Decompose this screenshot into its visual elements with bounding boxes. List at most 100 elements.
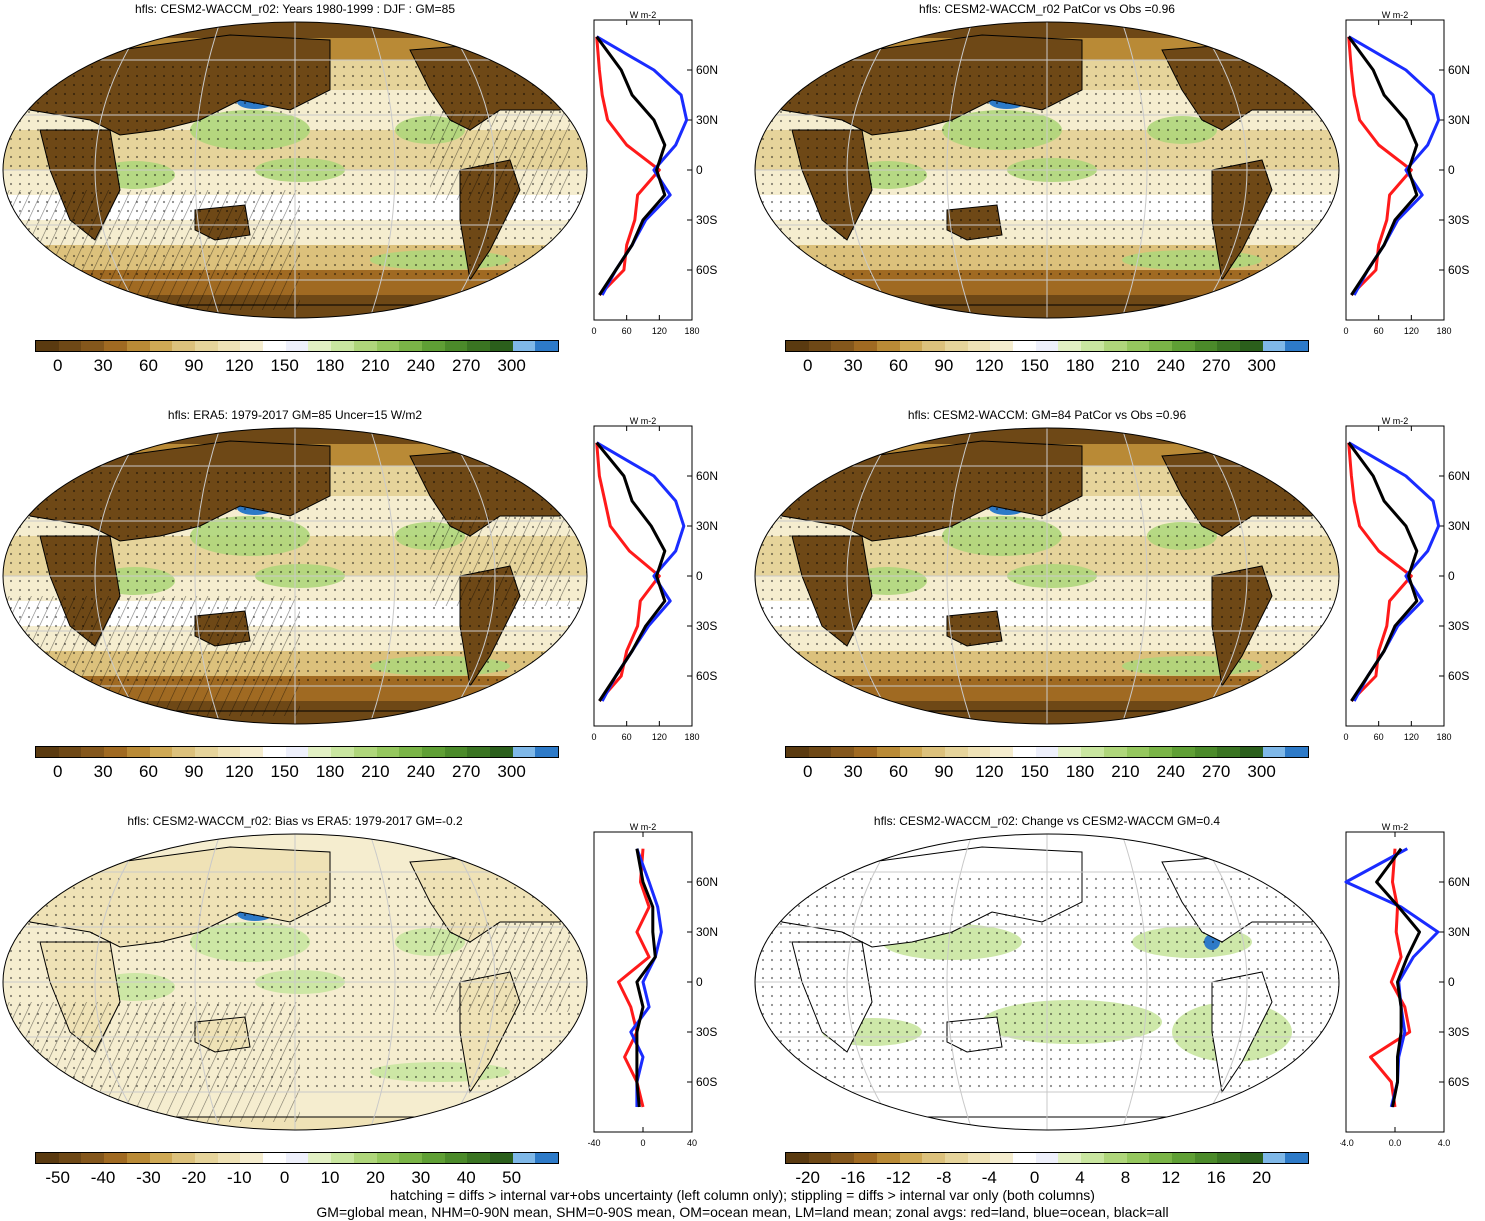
colorbar-swatch bbox=[467, 341, 491, 351]
panel-title: hfls: CESM2-WACCM_r02: Years 1980-1999 :… bbox=[134, 2, 455, 16]
colorbar-swatch bbox=[512, 747, 536, 757]
colorbar-label: 270 bbox=[452, 356, 481, 375]
colorbar-swatch bbox=[444, 1153, 468, 1163]
colorbar-label: -20 bbox=[795, 1168, 820, 1187]
colorbar-swatch bbox=[104, 1153, 127, 1163]
series-line-all bbox=[595, 441, 667, 702]
colorbar-swatch bbox=[104, 341, 127, 351]
y-tick-label: 30N bbox=[1448, 519, 1470, 533]
panel-title: hfls: CESM2-WACCM: GM=84 PatCor vs Obs =… bbox=[907, 408, 1187, 422]
colorbar-swatch bbox=[263, 1153, 286, 1163]
colorbar-swatch bbox=[535, 1153, 559, 1163]
series-line-all bbox=[1347, 441, 1419, 702]
colorbar-swatch bbox=[922, 1153, 945, 1163]
zonal-unit-label: W m-2 bbox=[1382, 416, 1409, 426]
colorbar-swatch bbox=[1103, 341, 1127, 351]
y-tick-label: 60S bbox=[1448, 669, 1469, 683]
colorbar-label: 150 bbox=[270, 762, 299, 781]
colorbar-swatch bbox=[308, 341, 332, 351]
hatching bbox=[430, 110, 570, 200]
colorbar-swatch bbox=[1013, 1153, 1036, 1163]
colorbar-swatch bbox=[876, 1153, 900, 1163]
colorbar-swatch bbox=[990, 1153, 1014, 1163]
colorbar-label: 30 bbox=[93, 762, 113, 781]
colorbar-label: 30 bbox=[93, 356, 113, 375]
colorbar-swatch bbox=[217, 747, 241, 757]
x-tick-label: 40 bbox=[687, 1138, 697, 1148]
colorbar-swatch bbox=[786, 1153, 809, 1163]
colorbar-swatch bbox=[421, 341, 445, 351]
colorbar-label: 0 bbox=[52, 762, 63, 781]
colorbar-swatch bbox=[217, 341, 241, 351]
x-tick-label: 120 bbox=[1404, 732, 1419, 742]
y-tick-label: 60N bbox=[1448, 469, 1470, 483]
colorbar-label: 150 bbox=[1020, 762, 1049, 781]
colorbar-swatch bbox=[1013, 747, 1036, 757]
colorbar-swatch bbox=[1194, 1153, 1218, 1163]
x-tick-label: -4.0 bbox=[1340, 1138, 1354, 1148]
colorbar-label: 10 bbox=[320, 1168, 340, 1187]
x-tick-label: 180 bbox=[684, 326, 699, 336]
y-tick-label: 30S bbox=[696, 1025, 717, 1039]
colorbar-swatch bbox=[376, 1153, 400, 1163]
map-border bbox=[754, 833, 1340, 1131]
colorbar-swatch bbox=[786, 747, 809, 757]
colorbar-label: 210 bbox=[1111, 356, 1140, 375]
series-line-all bbox=[1347, 35, 1419, 296]
colorbar-swatch bbox=[1171, 747, 1195, 757]
map-border bbox=[2, 427, 588, 725]
colorbar-label: 300 bbox=[1247, 762, 1276, 781]
colorbar-swatch bbox=[1194, 341, 1218, 351]
y-tick-label: 60N bbox=[1448, 875, 1470, 889]
colorbar-swatch bbox=[126, 341, 150, 351]
colorbar-label: 120 bbox=[225, 762, 254, 781]
colorbar bbox=[35, 746, 559, 758]
hatching bbox=[430, 516, 570, 606]
series-line-ocean bbox=[1347, 441, 1441, 702]
colorbar-swatch bbox=[1035, 1153, 1059, 1163]
colorbar-swatch bbox=[1126, 747, 1150, 757]
colorbar-swatch bbox=[194, 1153, 218, 1163]
colorbar-label: 180 bbox=[1065, 762, 1095, 781]
colorbar-swatch bbox=[58, 1153, 82, 1163]
panel-title: hfls: CESM2-WACCM_r02: Change vs CESM2-W… bbox=[873, 814, 1221, 828]
colorbar-swatch bbox=[1081, 341, 1104, 351]
colorbar-swatch bbox=[899, 341, 923, 351]
y-tick-label: 30S bbox=[1448, 213, 1469, 227]
colorbar-swatch bbox=[1126, 1153, 1150, 1163]
zonal-mean-plot: W m-2 60N 30N 0 30S 60S -4.0 0.0 4.0 bbox=[1340, 822, 1470, 1148]
colorbar-swatch bbox=[172, 1153, 195, 1163]
colorbar-label: 240 bbox=[1156, 762, 1185, 781]
colorbar-label: 180 bbox=[315, 762, 345, 781]
colorbar-swatch bbox=[1285, 341, 1309, 351]
y-tick-label: 60S bbox=[696, 1075, 717, 1089]
colorbar-swatch bbox=[240, 341, 264, 351]
map bbox=[2, 833, 588, 1131]
footer-line-1: hatching = diffs > internal var+obs unce… bbox=[390, 1187, 1095, 1203]
colorbar-swatch bbox=[944, 1153, 968, 1163]
series-line-all bbox=[1375, 847, 1421, 1108]
colorbar-label: 0 bbox=[1029, 1168, 1040, 1187]
series-line-all bbox=[635, 848, 657, 1108]
colorbar-swatch bbox=[1081, 747, 1104, 757]
y-tick-label: 0 bbox=[696, 975, 703, 989]
colorbar bbox=[35, 340, 559, 352]
colorbar-swatch bbox=[399, 747, 422, 757]
colorbar-label: -40 bbox=[90, 1168, 116, 1187]
colorbar-swatch bbox=[240, 1153, 264, 1163]
colorbar-label: 90 bbox=[184, 762, 204, 781]
colorbar-swatch bbox=[1217, 1153, 1241, 1163]
colorbar-swatch bbox=[1240, 1153, 1263, 1163]
hatching bbox=[3, 190, 300, 310]
colorbar-label: 0 bbox=[52, 356, 63, 375]
colorbar-label: 30 bbox=[411, 1168, 431, 1187]
colorbar-label: 60 bbox=[139, 762, 158, 781]
colorbar-swatch bbox=[263, 341, 286, 351]
colorbar-swatch bbox=[1262, 341, 1286, 351]
colorbar-swatch bbox=[172, 747, 195, 757]
x-tick-label: 0 bbox=[591, 326, 596, 336]
colorbar-label: 90 bbox=[184, 356, 204, 375]
y-tick-label: 60S bbox=[1448, 1075, 1469, 1089]
colorbar-swatch bbox=[1285, 747, 1309, 757]
colorbar-swatch bbox=[421, 747, 445, 757]
